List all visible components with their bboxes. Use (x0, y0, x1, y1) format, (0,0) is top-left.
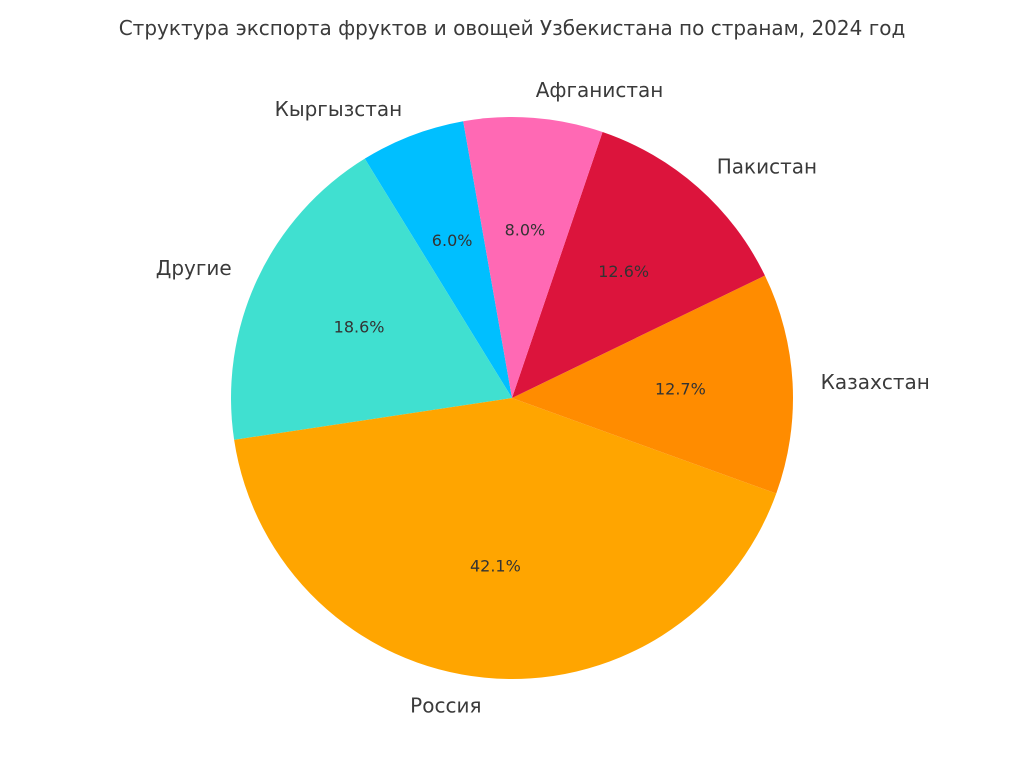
pie-percent-label-россия: 42.1% (470, 556, 521, 575)
pie-slice-казахстан (512, 275, 793, 494)
pie-percent-label-пакистан: 12.6% (598, 262, 649, 281)
pie-slice-пакистан (512, 131, 765, 398)
pie-percent-labels: 6.0% 18.6% 42.1% 12.7% 12.6% 8.0% (334, 220, 706, 575)
pie-percent-label-кыргызстан: 6.0% (432, 231, 473, 250)
pie-category-label-пакистан: Пакистан (717, 154, 817, 178)
pie-slices (230, 117, 793, 679)
pie-percent-label-другие: 18.6% (334, 317, 385, 336)
pie-percent-label-афганистан: 8.0% (505, 220, 546, 239)
pie-slice-другие (230, 158, 512, 440)
chart-title: Структура экспорта фруктов и овощей Узбе… (118, 16, 906, 40)
pie-category-label-другие: Другие (156, 256, 232, 280)
pie-category-labels: Кыргызстан Другие Россия Казахстан Пакистан А… (156, 78, 930, 718)
pie-category-label-кыргызстан: Кыргызстан (275, 97, 403, 121)
pie-category-label-казахстан: Казахстан (821, 370, 930, 394)
pie-slice-россия (234, 398, 777, 679)
pie-percent-label-казахстан: 12.7% (655, 380, 706, 399)
pie-slice-кыргызстан (364, 121, 512, 399)
pie-slice-афганистан (463, 117, 603, 399)
pie-category-label-россия: Россия (410, 694, 481, 718)
pie-category-label-афганистан: Афганистан (536, 78, 664, 102)
